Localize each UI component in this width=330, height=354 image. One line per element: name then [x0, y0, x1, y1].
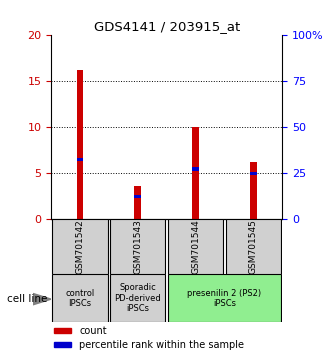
Bar: [54, 328, 71, 333]
Bar: [134, 195, 141, 198]
Bar: [110, 219, 165, 274]
Bar: [52, 219, 108, 274]
Bar: [192, 167, 199, 171]
Bar: [250, 172, 257, 175]
Text: GSM701543: GSM701543: [133, 219, 142, 274]
Text: GSM701542: GSM701542: [76, 219, 84, 274]
Bar: [250, 162, 257, 219]
Text: GSM701545: GSM701545: [249, 219, 258, 274]
Bar: [225, 219, 281, 274]
Text: cell line: cell line: [7, 294, 47, 304]
Text: Sporadic
PD-derived
iPSCs: Sporadic PD-derived iPSCs: [115, 283, 161, 313]
Bar: [77, 70, 83, 219]
Text: percentile rank within the sample: percentile rank within the sample: [79, 340, 244, 350]
Bar: [52, 274, 108, 322]
Polygon shape: [33, 293, 51, 305]
Bar: [54, 342, 71, 347]
Title: GDS4141 / 203915_at: GDS4141 / 203915_at: [93, 20, 240, 33]
Bar: [168, 219, 223, 274]
Bar: [192, 127, 199, 219]
Text: control
IPSCs: control IPSCs: [65, 289, 95, 308]
Bar: [134, 186, 141, 219]
Bar: [168, 274, 281, 322]
Text: count: count: [79, 326, 107, 336]
Text: GSM701544: GSM701544: [191, 219, 200, 274]
Bar: [110, 274, 165, 322]
Text: presenilin 2 (PS2)
iPSCs: presenilin 2 (PS2) iPSCs: [187, 289, 261, 308]
Bar: [77, 158, 83, 161]
